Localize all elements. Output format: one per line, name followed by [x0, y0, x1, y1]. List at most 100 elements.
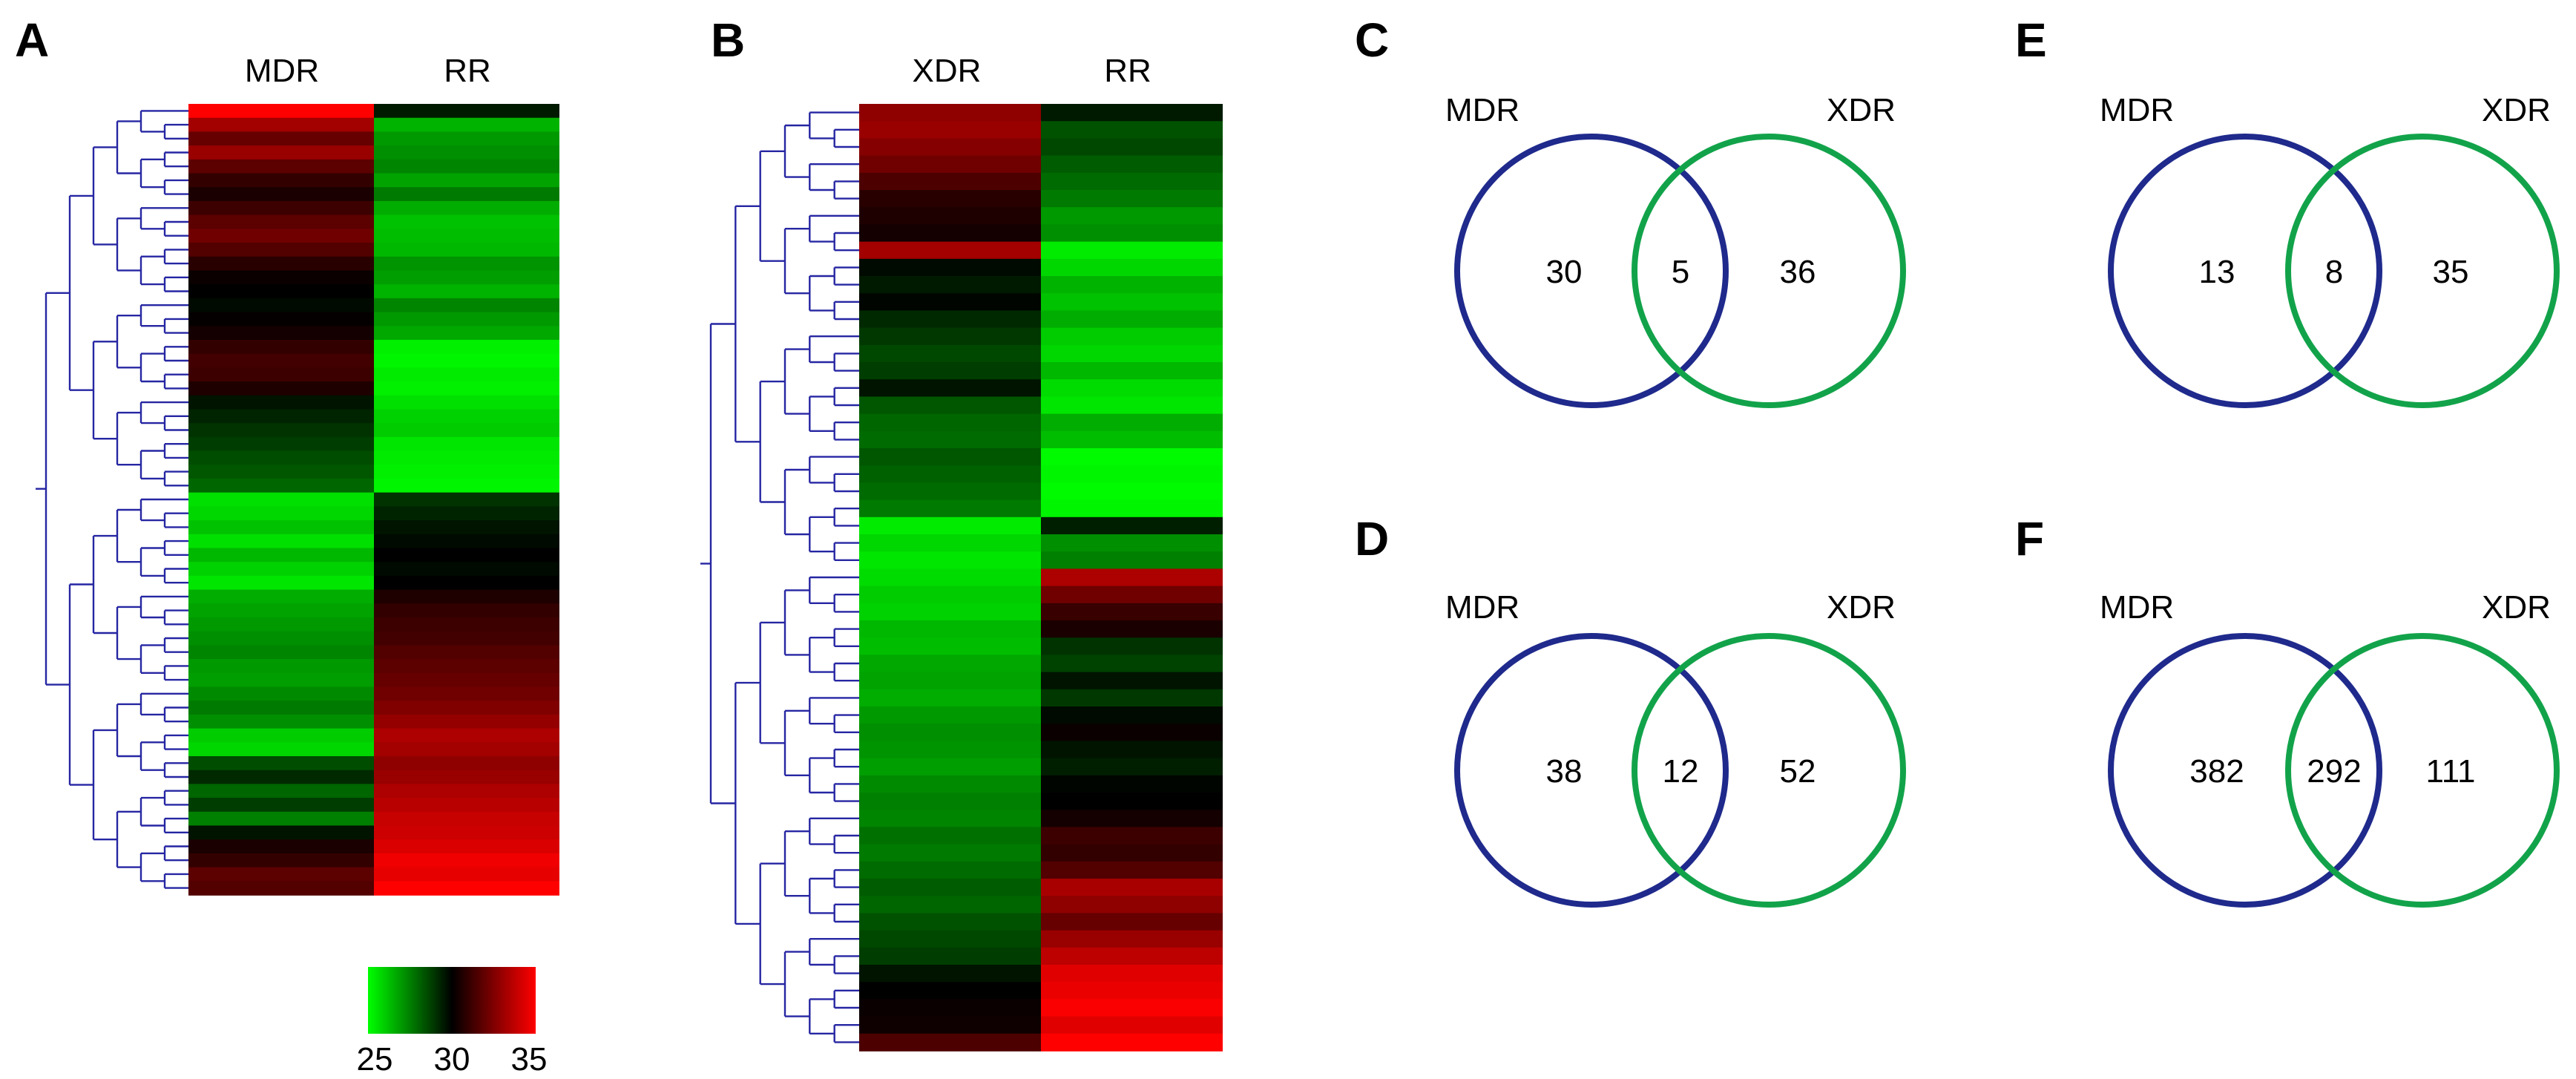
heatmap-a-cell: [374, 631, 559, 646]
heatmap-a-cell: [374, 353, 559, 369]
heatmap-b-cell: [1041, 258, 1223, 277]
heatmap-a-cell: [374, 811, 559, 827]
heatmap-b-cell: [1041, 104, 1223, 122]
heatmap-b-cell: [859, 241, 1041, 260]
heatmap-a-cell: [374, 367, 559, 382]
heatmap-a-cell: [374, 701, 559, 715]
venn-e-left-label: MDR: [2100, 92, 2174, 128]
heatmap-a-cell: [188, 145, 374, 160]
heatmap-a-cell: [374, 839, 559, 854]
heatmap-a-cell: [188, 436, 374, 452]
panel-a: A MDR RR: [15, 13, 559, 896]
heatmap-b-cell: [859, 758, 1041, 776]
heatmap-a-cell: [188, 409, 374, 424]
heatmap-a-cell: [374, 686, 559, 701]
heatmap-b-cell: [859, 896, 1041, 914]
heatmap-a-cell: [188, 270, 374, 285]
heatmap-b-cell: [1041, 499, 1223, 518]
heatmap-a-cell: [188, 492, 374, 508]
heatmap-a-cell: [374, 117, 559, 133]
heatmap-a-cell: [374, 562, 559, 577]
heatmap-b-cell: [859, 741, 1041, 759]
heatmap-a-cell: [374, 436, 559, 452]
heatmap-b-cell: [1041, 672, 1223, 690]
panel-c: C MDR XDR 30 5 36: [1355, 13, 1906, 408]
heatmap-b-cell: [1041, 965, 1223, 983]
heatmap-a-cell: [188, 312, 374, 327]
heatmap-b-cell: [859, 810, 1041, 828]
heatmap-a-cell: [374, 312, 559, 327]
heatmap-a-cell: [374, 575, 559, 591]
heatmap-a-cell: [374, 200, 559, 216]
venn-c-both: 5: [1672, 254, 1689, 290]
heatmap-a-cell: [188, 811, 374, 827]
venn-c-only-left: 30: [1546, 254, 1583, 290]
venn-e-right-label: XDR: [2482, 92, 2551, 128]
heatmap-b-cell: [1041, 448, 1223, 466]
heatmap-b-cell: [1041, 465, 1223, 484]
heatmap-b-cell: [859, 499, 1041, 518]
heatmap-b-cell: [1041, 310, 1223, 329]
heatmap-b-cell: [1041, 706, 1223, 724]
venn-e-both: 8: [2325, 254, 2343, 290]
heatmap-a-cell: [374, 145, 559, 160]
panel-d: D MDR XDR 38 12 52: [1355, 512, 1906, 908]
heatmap-b-cell: [859, 258, 1041, 277]
heatmap-a-cell: [374, 770, 559, 785]
heatmap-b-cell: [859, 965, 1041, 983]
heatmap-b-cell: [859, 827, 1041, 845]
heatmap-a-cell: [188, 853, 374, 868]
heatmap-a-cell: [188, 562, 374, 577]
heatmap-a-cell: [374, 243, 559, 258]
heatmap-b-cell: [859, 310, 1041, 329]
venn-d-right-circle: [1632, 633, 1906, 908]
heatmap-a-cell: [188, 742, 374, 757]
heatmap-b-cell: [1041, 655, 1223, 673]
heatmap-b-cell: [859, 568, 1041, 587]
panel-b: B XDR RR: [700, 13, 1223, 1052]
heatmap-a-cell: [188, 867, 374, 882]
venn-d-right-label: XDR: [1827, 589, 1896, 626]
heatmap-b-cell: [1041, 637, 1223, 656]
heatmap-a-cell: [374, 450, 559, 466]
heatmap-b-cell: [859, 879, 1041, 896]
heatmap-b-cell: [1041, 861, 1223, 879]
panel-f: F MDR XDR 382 292 111: [2015, 512, 2560, 908]
heatmap-b-cell: [1041, 327, 1223, 346]
heatmap-b-cell: [1041, 689, 1223, 707]
panel-label-e: E: [2015, 13, 2047, 67]
heatmap-a-cell: [188, 506, 374, 521]
heatmap-b-cell: [859, 379, 1041, 398]
dendrogram-b: [700, 111, 859, 1043]
heatmap-b-cell: [859, 724, 1041, 742]
column-label-mdr: MDR: [245, 53, 319, 89]
panel-label-f: F: [2015, 512, 2044, 565]
heatmap-a-cell: [188, 367, 374, 382]
heatmap-b-cell: [1041, 879, 1223, 896]
heatmap-b-cell: [859, 224, 1041, 243]
heatmap-a-cell: [374, 714, 559, 729]
heatmap-b-cell: [1041, 241, 1223, 260]
venn-c-right-circle: [1632, 134, 1906, 408]
heatmap-b-cell: [1041, 1016, 1223, 1034]
venn-d-only-right: 52: [1780, 753, 1816, 790]
heatmap-b-cell: [1041, 293, 1223, 312]
heatmap-b-cell: [859, 155, 1041, 174]
heatmap-b-cell: [1041, 276, 1223, 294]
heatmap-b-cell: [859, 516, 1041, 535]
heatmap-a-cell: [188, 575, 374, 591]
heatmap-b-cell: [1041, 121, 1223, 140]
heatmap-a-cell: [374, 159, 559, 174]
heatmap-a-cell: [188, 298, 374, 313]
heatmap-a-cell: [374, 381, 559, 396]
heatmap-b-cell: [859, 689, 1041, 707]
heatmap-a: [188, 104, 559, 896]
heatmap-a-cell: [188, 686, 374, 701]
heatmap-a-cell: [188, 159, 374, 174]
heatmap-b-cell: [859, 190, 1041, 208]
heatmap-b-cell: [1041, 603, 1223, 621]
heatmap-a-cell: [188, 755, 374, 771]
panel-label-c: C: [1355, 13, 1389, 67]
venn-e-left-circle: [2108, 134, 2382, 408]
